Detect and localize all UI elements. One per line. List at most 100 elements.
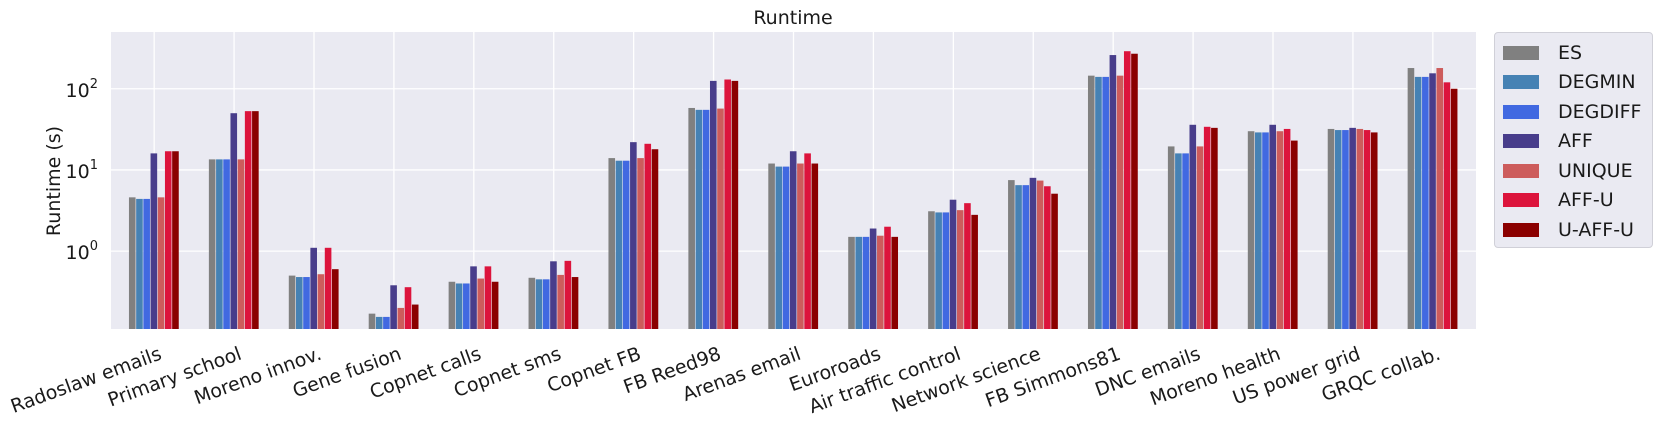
bar-aff-u <box>1443 82 1451 330</box>
bar-degdiff <box>1102 76 1109 329</box>
bar-degmin <box>855 236 863 329</box>
bar-degdiff <box>143 198 150 329</box>
bar-aff <box>1189 124 1197 330</box>
bar-degmin <box>375 316 383 329</box>
bar-aff <box>1429 73 1436 329</box>
legend-item: AFF-U <box>1503 186 1652 216</box>
bar-degdiff <box>383 316 390 329</box>
legend: ES DEGMIN DEGDIFF AFF UNIQUE AFF-U U-AFF-U <box>1494 32 1653 248</box>
legend-swatch <box>1503 222 1539 237</box>
bar-aff <box>310 247 317 329</box>
bar-aff <box>709 80 717 329</box>
bar-u-aff-u <box>1291 140 1298 329</box>
bar-aff <box>630 142 637 329</box>
bar-es <box>1087 75 1095 329</box>
bar-es <box>1327 128 1335 329</box>
bar-es <box>528 277 536 329</box>
bar-unique <box>397 307 405 329</box>
bar-es <box>1247 131 1255 329</box>
bar-degmin <box>535 279 543 329</box>
bar-degmin <box>1255 132 1262 329</box>
bar-u-aff-u <box>491 281 499 329</box>
bar-es <box>928 211 935 329</box>
bar-aff-u <box>484 266 492 329</box>
bar-aff <box>470 266 477 329</box>
legend-swatch <box>1503 45 1539 60</box>
legend-item: DEGMIN <box>1503 68 1652 98</box>
bar-degmin <box>935 212 942 329</box>
legend-label: U-AFF-U <box>1558 218 1634 241</box>
bar-u-aff-u <box>1450 88 1458 329</box>
chart-title: Runtime <box>753 7 832 29</box>
bar-degdiff <box>463 283 470 329</box>
bar-aff <box>1269 124 1277 330</box>
bar-degdiff <box>702 109 710 329</box>
bar-degmin <box>216 159 223 329</box>
bar-aff-u <box>564 260 572 329</box>
y-tick-label: 102 <box>66 77 98 102</box>
bar-degdiff <box>1022 185 1030 329</box>
y-tick-label: 100 <box>66 239 98 264</box>
bar-aff <box>949 199 957 329</box>
bar-unique <box>717 108 724 330</box>
y-tick-labels: 100 101 102 <box>66 77 98 264</box>
legend-label: UNIQUE <box>1558 159 1633 182</box>
bar-aff <box>1109 55 1117 330</box>
bar-unique <box>1116 75 1124 329</box>
legend-item: ES <box>1503 38 1652 68</box>
bar-aff-u <box>324 247 332 329</box>
y-tick-label: 101 <box>66 158 98 183</box>
bar-aff-u <box>1283 128 1291 329</box>
bar-unique <box>557 274 564 329</box>
bar-es <box>688 107 695 329</box>
bar-es <box>288 275 296 329</box>
bar-degdiff <box>1262 132 1269 329</box>
bar-aff-u <box>404 287 412 329</box>
bar-unique <box>1356 128 1364 329</box>
bar-degmin <box>615 160 623 329</box>
bar-aff-u <box>244 111 252 329</box>
bar-es <box>128 197 136 329</box>
bar-aff-u <box>164 151 172 329</box>
bar-degmin <box>295 277 303 329</box>
bar-degdiff <box>942 212 950 329</box>
legend-label: ES <box>1558 41 1583 64</box>
bar-degdiff <box>1182 153 1189 329</box>
bar-degdiff <box>862 236 870 329</box>
bar-u-aff-u <box>1051 193 1058 329</box>
bar-degdiff <box>303 277 310 329</box>
bar-es <box>768 163 775 329</box>
bar-unique <box>477 278 485 329</box>
legend-item: DEGDIFF <box>1503 97 1652 127</box>
bar-es <box>848 236 855 329</box>
bar-aff <box>1349 127 1356 329</box>
bar-aff <box>390 285 397 329</box>
bar-degdiff <box>782 166 790 329</box>
bar-unique <box>237 159 245 329</box>
bar-u-aff-u <box>1131 53 1138 329</box>
bar-degmin <box>136 198 143 329</box>
bar-u-aff-u <box>971 214 978 329</box>
bar-aff <box>230 113 238 329</box>
bar-aff-u <box>884 226 891 329</box>
bar-degdiff <box>542 279 550 329</box>
bar-aff <box>150 153 158 329</box>
legend-swatch <box>1503 193 1539 208</box>
bar-u-aff-u <box>252 111 259 329</box>
bar-u-aff-u <box>571 277 579 329</box>
bar-degdiff <box>1342 130 1349 329</box>
legend-swatch <box>1503 75 1539 90</box>
bar-es <box>1008 180 1015 329</box>
bar-u-aff-u <box>731 80 739 329</box>
bar-es <box>1167 146 1175 329</box>
bar-u-aff-u <box>172 151 179 329</box>
bar-u-aff-u <box>1370 132 1378 329</box>
bar-aff <box>869 228 877 329</box>
legend-item: UNIQUE <box>1503 156 1652 186</box>
bar-aff-u <box>1123 51 1131 329</box>
bar-degmin <box>455 283 463 329</box>
bar-u-aff-u <box>651 149 659 329</box>
bar-es <box>608 158 616 329</box>
